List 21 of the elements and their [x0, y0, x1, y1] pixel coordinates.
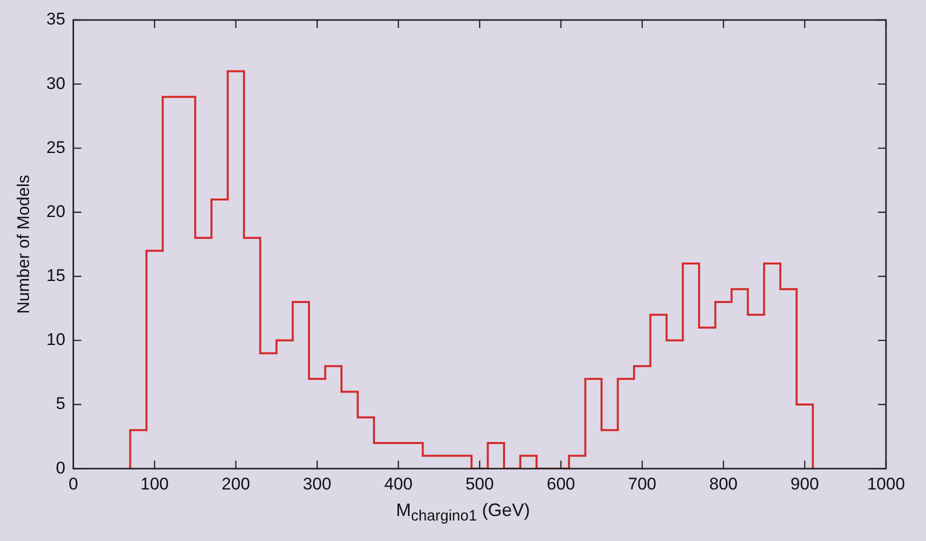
x-tick-label: 300 [302, 474, 332, 494]
y-axis-title: Number of Models [14, 174, 33, 314]
x-tick-label: 500 [465, 474, 494, 494]
y-tick-label: 10 [46, 330, 66, 350]
x-tick-label: 0 [68, 474, 78, 494]
x-tick-label: 1000 [867, 474, 905, 494]
y-tick-label: 0 [56, 458, 66, 478]
y-tick-label: 35 [46, 10, 66, 29]
x-tick-label: 200 [222, 474, 250, 494]
y-tick-label: 15 [46, 266, 66, 286]
x-tick-label: 800 [709, 474, 738, 494]
x-tick-label: 100 [140, 474, 169, 494]
x-tick-label: 900 [790, 474, 819, 494]
x-tick-label: 700 [628, 474, 656, 494]
y-tick-label: 20 [46, 202, 66, 221]
x-tick-label: 400 [384, 474, 413, 494]
x-axis-title: M$_{chargino1}$ (GeV) [395, 500, 531, 525]
x-tick-label: 600 [546, 474, 576, 494]
y-tick-label: 5 [56, 394, 66, 414]
y-tick-label: 30 [46, 74, 66, 93]
y-tick-label: 25 [46, 138, 66, 157]
